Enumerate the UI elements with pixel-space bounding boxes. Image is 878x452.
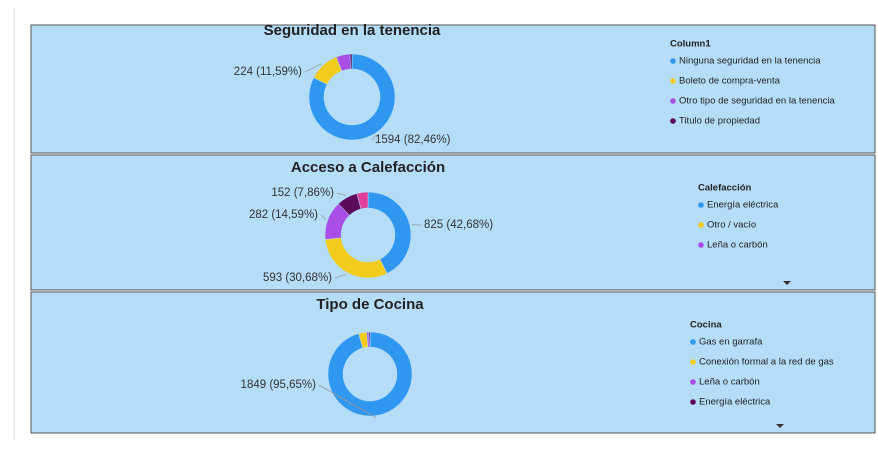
chart-title: Seguridad en la tenencia: [264, 22, 441, 39]
legend-item: Leña o carbón: [699, 377, 760, 388]
legend-swatch: [670, 78, 676, 84]
scroll-arrow[interactable]: [776, 424, 784, 428]
legend-title: Cocina: [690, 320, 722, 331]
donut-slice: [356, 191, 369, 210]
leader-line: [320, 214, 327, 220]
legend-title: Calefacción: [698, 183, 752, 194]
scroll-arrow[interactable]: [783, 281, 791, 285]
legend-item: Energía eléctrica: [699, 397, 771, 408]
leader-line: [304, 63, 322, 73]
legend-swatch: [690, 379, 696, 385]
legend-item: Energía eléctrica: [707, 200, 779, 211]
panel: [30, 154, 876, 291]
legend-item: Gas en garrafa: [699, 337, 763, 348]
data-label: 152 (7,86%): [271, 187, 334, 199]
panel: [30, 291, 876, 434]
legend-item: Otro / vacío: [707, 220, 756, 231]
leader-line: [334, 274, 347, 279]
legend-item: Titulo de propiedad: [679, 116, 760, 127]
donut-slice: [349, 53, 353, 70]
legend-swatch: [690, 339, 696, 345]
donut-slice: [327, 331, 413, 417]
legend-swatch: [690, 359, 696, 365]
data-label: 1594 (82,46%): [375, 134, 451, 146]
data-label: 1849 (95,65%): [241, 379, 317, 391]
legend-swatch: [670, 118, 676, 124]
legend-swatch: [698, 242, 704, 248]
legend-title: Column1: [670, 39, 711, 50]
legend-swatch: [670, 98, 676, 104]
panel: [30, 24, 876, 154]
data-label: 282 (14,59%): [249, 209, 318, 221]
donut-slice: [308, 53, 396, 141]
legend-item: Boleto de compra-venta: [679, 76, 781, 87]
legend-item: Conexión formal a la red de gas: [699, 357, 834, 368]
leader-line: [371, 135, 376, 141]
chart-title: Acceso a Calefacción: [291, 159, 445, 176]
data-label: 825 (42,68%): [424, 219, 493, 231]
legend-swatch: [698, 202, 704, 208]
leader-line: [336, 192, 347, 197]
donut-slice: [368, 331, 371, 348]
data-label: 593 (30,68%): [263, 272, 332, 284]
legend-swatch: [690, 399, 696, 405]
leader-line: [318, 384, 377, 418]
donut-slice: [367, 191, 412, 274]
legend-swatch: [698, 222, 704, 228]
chart-title: Tipo de Cocina: [316, 296, 424, 313]
data-label: 224 (11,59%): [234, 66, 302, 78]
legend-item: Leña o carbón: [707, 240, 768, 251]
legend-item: Ninguna seguridad en la tenencia: [679, 56, 821, 67]
legend-item: Otro tipo de seguridad en la tenencia: [679, 96, 836, 107]
legend-swatch: [670, 58, 676, 64]
